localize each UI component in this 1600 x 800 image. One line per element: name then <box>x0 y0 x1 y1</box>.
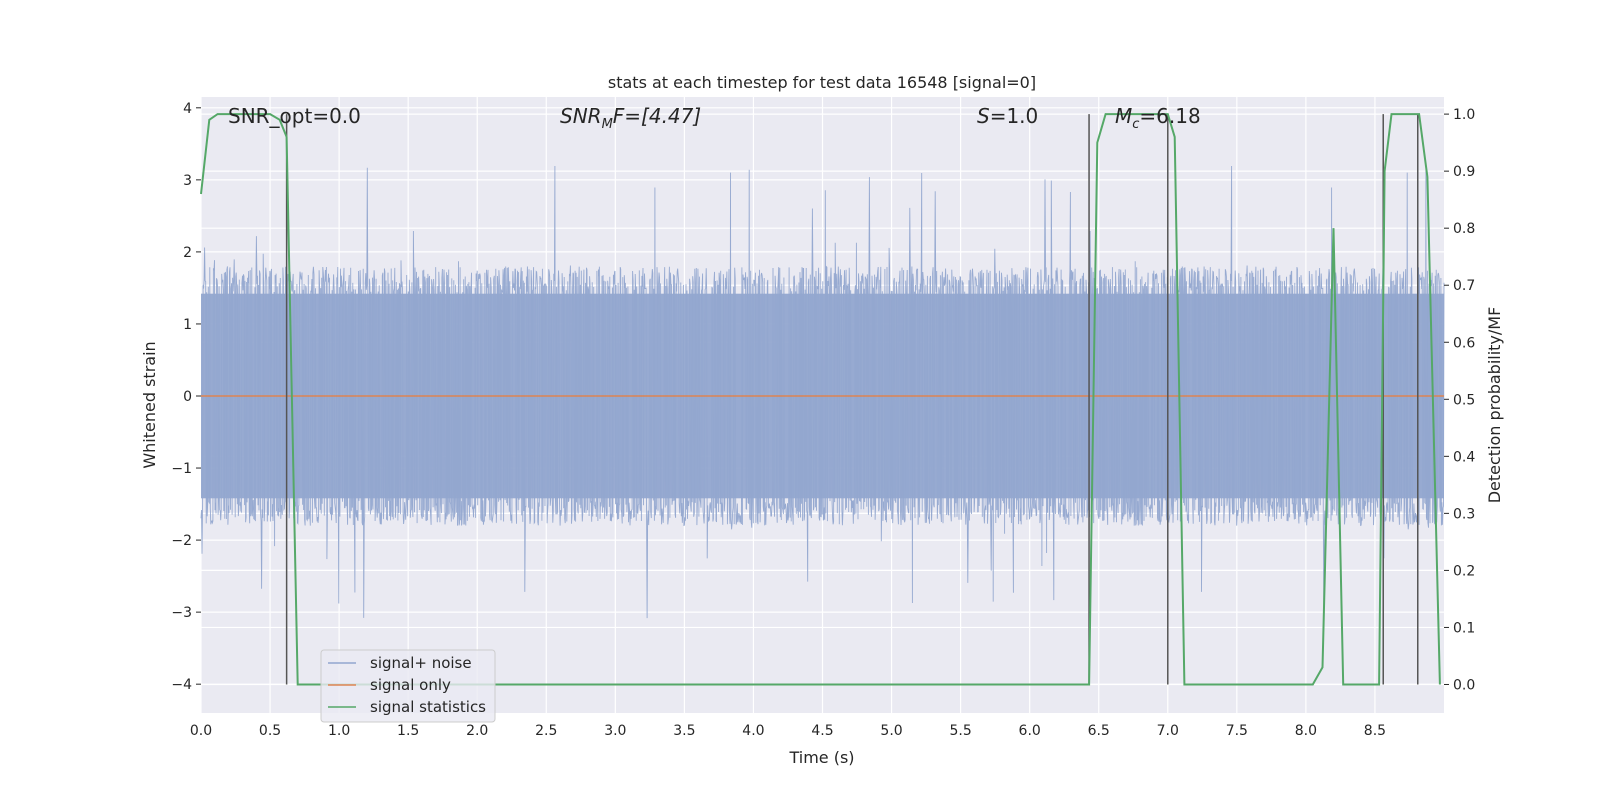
y-tick-label: 0 <box>183 389 192 405</box>
signal-statistics-series <box>200 113 1441 686</box>
x-tick-label: 5.5 <box>949 723 971 739</box>
y-tick-label: 3 <box>183 173 192 189</box>
x-tick-label: 1.0 <box>328 723 350 739</box>
x-tick-label: 5.0 <box>880 723 902 739</box>
y-axis-right-label: Detection probability/MF <box>1485 307 1504 504</box>
snr-mf-base: SNR <box>560 104 602 128</box>
y-tick-label: −4 <box>171 677 192 693</box>
x-tick-label: 7.5 <box>1226 723 1248 739</box>
y-tick-label: −2 <box>171 533 192 549</box>
x-tick-label: 2.5 <box>535 723 557 739</box>
s-italic: S <box>977 104 990 128</box>
y-right-tick-label: 0.6 <box>1453 335 1475 351</box>
x-tick-label: 8.5 <box>1364 723 1386 739</box>
x-tick-label: 6.5 <box>1088 723 1110 739</box>
vertical-markers <box>285 114 1419 685</box>
x-tick-label: 3.5 <box>673 723 695 739</box>
y-tick-label: 4 <box>183 101 192 117</box>
x-tick-label: 4.5 <box>811 723 833 739</box>
annotation-snr-mf: SNRMF=[4.47] <box>560 104 701 132</box>
legend-label-statistics: signal statistics <box>370 698 486 716</box>
y-tick-label: 1 <box>183 317 192 333</box>
annotation-mc: Mc=6.18 <box>1115 104 1201 132</box>
mc-base: M <box>1115 104 1132 128</box>
x-tick-label: 2.0 <box>466 723 488 739</box>
annotation-s: S=1.0 <box>977 104 1038 128</box>
x-tick-label: 3.0 <box>604 723 626 739</box>
y-right-tick-label: 0.5 <box>1453 392 1475 408</box>
chart-title: stats at each timestep for test data 165… <box>608 73 1036 92</box>
mc-rest: =6.18 <box>1139 104 1200 128</box>
annotation-snr-opt: SNR_opt=0.0 <box>228 104 361 128</box>
y-right-tick-label: 0.0 <box>1453 677 1475 693</box>
legend-box <box>320 649 496 723</box>
x-tick-label: 0.0 <box>190 723 212 739</box>
legend: signal+ noise signal only signal statist… <box>320 649 496 723</box>
x-tick-label: 8.0 <box>1295 723 1317 739</box>
y-axis-label: Whitened strain <box>140 341 159 468</box>
x-tick-label: 6.0 <box>1019 723 1041 739</box>
y-tick-label: −3 <box>171 605 192 621</box>
snr-mf-rest: F=[4.47] <box>613 104 701 128</box>
mc-sub: c <box>1132 117 1139 132</box>
y-right-tick-label: 1.0 <box>1453 107 1475 123</box>
y-tick-label: −1 <box>171 461 192 477</box>
y-right-tick-label: 0.9 <box>1453 164 1475 180</box>
y-right-tick-label: 0.7 <box>1453 278 1475 294</box>
statistics-line <box>200 113 1441 686</box>
legend-label-noise: signal+ noise <box>370 654 472 672</box>
x-tick-label: 1.5 <box>397 723 419 739</box>
s-rest: =1.0 <box>990 104 1039 128</box>
x-tick-label: 0.5 <box>259 723 281 739</box>
y-right-tick-label: 0.4 <box>1453 449 1475 465</box>
y-right-tick-label: 0.2 <box>1453 563 1475 579</box>
y-right-tick-label: 0.1 <box>1453 620 1475 636</box>
x-axis-label: Time (s) <box>788 748 854 767</box>
y-tick-label: 2 <box>183 245 192 261</box>
x-tick-label: 4.0 <box>742 723 764 739</box>
snr-mf-sub: M <box>602 117 613 132</box>
y-right-tick-label: 0.8 <box>1453 221 1475 237</box>
x-tick-label: 7.0 <box>1157 723 1179 739</box>
legend-label-signal: signal only <box>370 676 451 694</box>
axis-ticks: 0.0 0.5 1.0 1.5 2.0 2.5 3.0 3.5 4.0 4.5 5.0 5.5 6.0 6… <box>171 101 1475 739</box>
y-right-tick-label: 0.3 <box>1453 506 1475 522</box>
